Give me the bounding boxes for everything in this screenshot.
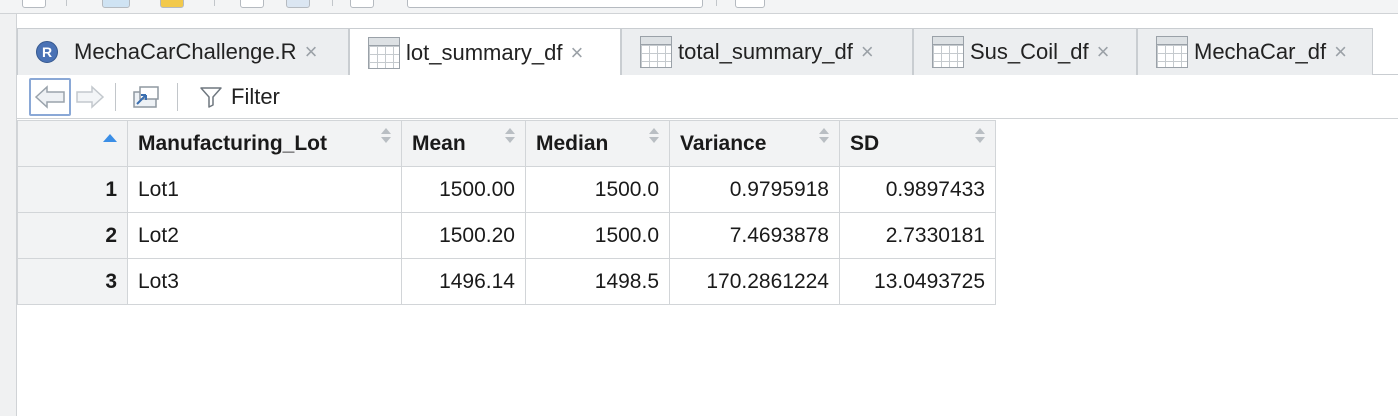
data-viewer-toolbar: Filter bbox=[17, 75, 1398, 119]
toolbar-separator bbox=[332, 0, 333, 6]
cell-variance: 170.2861224 bbox=[669, 258, 840, 305]
column-header-label: Median bbox=[536, 131, 609, 155]
data-table-icon bbox=[640, 36, 672, 68]
toolbar-button[interactable] bbox=[735, 0, 765, 8]
toolbar-separator bbox=[177, 83, 178, 111]
main-toolbar-strip bbox=[0, 0, 1398, 14]
go-to-file-input[interactable] bbox=[407, 0, 703, 8]
tab-mechacar-df[interactable]: MechaCar_df × bbox=[1137, 28, 1373, 75]
toolbar-button[interactable] bbox=[286, 0, 310, 8]
tab-label: total_summary_df bbox=[678, 39, 853, 64]
data-table-icon bbox=[368, 36, 400, 69]
sort-icon bbox=[649, 128, 659, 144]
toolbar-button[interactable] bbox=[350, 0, 374, 8]
tab-total-summary-df[interactable]: total_summary_df × bbox=[621, 28, 913, 75]
cell-manufacturing-lot: Lot1 bbox=[127, 166, 402, 213]
close-tab-icon[interactable]: × bbox=[860, 39, 874, 64]
sort-icon bbox=[381, 128, 391, 144]
tab-label: MechaCar_df bbox=[1194, 39, 1327, 64]
table-row: 1 Lot1 1500.00 1500.0 0.9795918 0.989743… bbox=[17, 166, 996, 213]
cell-mean: 1500.20 bbox=[401, 212, 526, 259]
cell-sd: 0.9897433 bbox=[839, 166, 996, 213]
header-row: Manufacturing_Lot Mean Median Variance S… bbox=[17, 120, 996, 167]
cell-median: 1500.0 bbox=[525, 212, 670, 259]
data-grid: Manufacturing_Lot Mean Median Variance S… bbox=[17, 120, 996, 305]
forward-arrow-icon bbox=[76, 85, 105, 109]
sort-icon bbox=[975, 128, 985, 144]
tab-label: MechaCarChallenge.R bbox=[74, 39, 297, 64]
tab-lot-summary-df[interactable]: lot_summary_df × bbox=[349, 28, 621, 76]
toolbar-separator bbox=[716, 0, 717, 6]
cell-variance: 7.4693878 bbox=[669, 212, 840, 259]
toolbar-button[interactable] bbox=[102, 0, 130, 8]
cell-median: 1500.0 bbox=[525, 166, 670, 213]
column-header-sd[interactable]: SD bbox=[839, 120, 996, 167]
toolbar-button[interactable] bbox=[160, 0, 184, 8]
cell-manufacturing-lot: Lot2 bbox=[127, 212, 402, 259]
left-gutter bbox=[0, 14, 17, 416]
column-header-variance[interactable]: Variance bbox=[669, 120, 840, 167]
back-button[interactable] bbox=[29, 78, 71, 116]
cell-mean: 1500.00 bbox=[401, 166, 526, 213]
close-tab-icon[interactable]: × bbox=[570, 39, 584, 65]
popout-icon bbox=[133, 86, 159, 108]
filter-icon bbox=[200, 87, 222, 108]
tab-label: Sus_Coil_df bbox=[970, 39, 1089, 64]
editor-tab-bar: R MechaCarChallenge.R × lot_summary_df ×… bbox=[17, 28, 1398, 76]
table-row: 2 Lot2 1500.20 1500.0 7.4693878 2.733018… bbox=[17, 212, 996, 259]
cell-sd: 13.0493725 bbox=[839, 258, 996, 305]
row-index: 2 bbox=[17, 212, 128, 259]
cell-median: 1498.5 bbox=[525, 258, 670, 305]
row-index-header[interactable] bbox=[17, 120, 128, 167]
tab-mechacarchallenge[interactable]: R MechaCarChallenge.R × bbox=[17, 28, 349, 75]
sort-icon bbox=[819, 128, 829, 144]
tab-label: lot_summary_df bbox=[406, 39, 563, 65]
filter-label: Filter bbox=[231, 84, 280, 109]
table-row: 3 Lot3 1496.14 1498.5 170.2861224 13.049… bbox=[17, 258, 996, 305]
toolbar-separator bbox=[115, 83, 116, 111]
sort-ascending-icon bbox=[103, 134, 117, 142]
r-script-icon: R bbox=[36, 41, 58, 63]
close-tab-icon[interactable]: × bbox=[1096, 39, 1110, 64]
data-table-icon bbox=[932, 36, 964, 68]
column-header-label: Manufacturing_Lot bbox=[138, 131, 327, 155]
toolbar-button[interactable] bbox=[240, 0, 264, 8]
data-table-icon bbox=[1156, 36, 1188, 68]
column-header-median[interactable]: Median bbox=[525, 120, 670, 167]
cell-manufacturing-lot: Lot3 bbox=[127, 258, 402, 305]
close-tab-icon[interactable]: × bbox=[1334, 39, 1347, 64]
tab-sus-coil-df[interactable]: Sus_Coil_df × bbox=[913, 28, 1137, 75]
close-tab-icon[interactable]: × bbox=[304, 39, 318, 64]
toolbar-separator bbox=[66, 0, 67, 6]
column-header-mean[interactable]: Mean bbox=[401, 120, 526, 167]
column-header-label: Variance bbox=[680, 131, 767, 155]
toolbar-button[interactable] bbox=[22, 0, 46, 8]
data-table: Manufacturing_Lot Mean Median Variance S… bbox=[17, 120, 996, 305]
cell-sd: 2.7330181 bbox=[839, 212, 996, 259]
column-header-manufacturing-lot[interactable]: Manufacturing_Lot bbox=[127, 120, 402, 167]
forward-button[interactable] bbox=[73, 78, 107, 116]
row-index: 3 bbox=[17, 258, 128, 305]
column-header-label: Mean bbox=[412, 131, 466, 155]
cell-mean: 1496.14 bbox=[401, 258, 526, 305]
back-arrow-icon bbox=[34, 85, 65, 109]
filter-button[interactable]: Filter bbox=[199, 81, 280, 113]
sort-icon bbox=[505, 128, 515, 144]
toolbar-separator bbox=[214, 0, 215, 6]
show-in-new-window-button[interactable] bbox=[131, 83, 161, 111]
row-index: 1 bbox=[17, 166, 128, 213]
cell-variance: 0.9795918 bbox=[669, 166, 840, 213]
column-header-label: SD bbox=[850, 131, 880, 155]
